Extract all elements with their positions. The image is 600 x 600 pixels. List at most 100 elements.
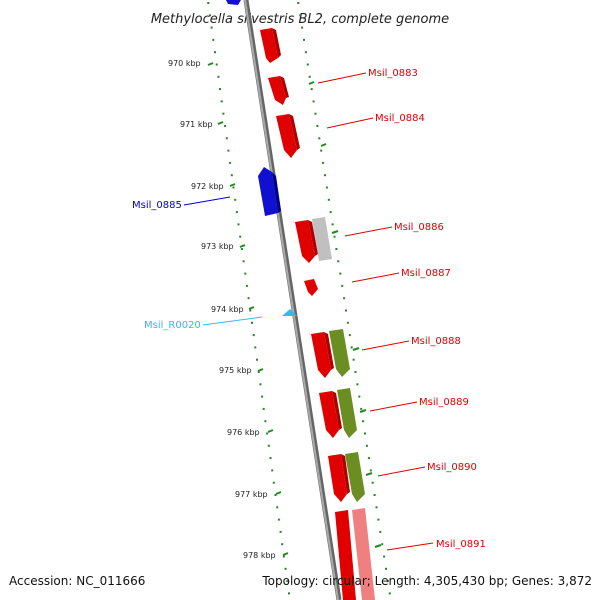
topology-text: Topology: circular; Length: 4,305,430 bp…: [262, 574, 592, 588]
minor-tick-inner: [264, 420, 267, 423]
minor-tick-outer: [383, 555, 386, 558]
minor-tick-outer: [375, 506, 378, 509]
minor-tick-inner: [235, 211, 238, 214]
minor-tick-inner: [214, 51, 216, 54]
minor-tick-inner: [229, 161, 232, 164]
minor-tick-outer: [373, 494, 376, 496]
minor-tick-outer: [345, 309, 347, 312]
gene-arrow-msil-0890[interactable]: [328, 454, 347, 502]
major-tick: [217, 121, 224, 125]
olive-feature: [345, 452, 365, 502]
minor-tick-outer: [379, 530, 382, 533]
gene-arrow-shade: [324, 332, 334, 370]
minor-tick-inner: [215, 63, 218, 66]
major-tick: [365, 472, 373, 476]
minor-tick-outer: [385, 567, 387, 570]
minor-tick-outer: [310, 88, 313, 91]
minor-tick-inner: [279, 530, 282, 533]
rna-feature-msil-r0020[interactable]: [282, 309, 297, 316]
gene-arrow-msil-0889[interactable]: [319, 391, 339, 438]
minor-tick-inner: [288, 592, 290, 595]
minor-tick-outer: [335, 248, 338, 250]
gene-label-msil-0888[interactable]: Msil_0888: [411, 336, 461, 347]
connector-msil-0885: [183, 196, 231, 206]
minor-tick-outer: [343, 297, 346, 300]
minor-tick-outer: [388, 592, 391, 595]
minor-tick-outer: [369, 469, 372, 472]
minor-tick-inner: [245, 284, 248, 287]
tick-marks: 970 kbp 971 kbp 972 kbp 973 kbp 974 kbp …: [168, 59, 382, 560]
label-connectors: [183, 72, 434, 551]
minor-tick-inner: [232, 186, 235, 189]
minor-tick-inner: [240, 248, 243, 250]
map-title: Methylocella silvestris BL2, complete ge…: [151, 12, 449, 27]
pink-feature: [352, 508, 375, 600]
minor-tick-outer: [329, 211, 332, 214]
gene-arrow-msil-0891[interactable]: [335, 510, 356, 600]
minor-tick-outer: [301, 26, 304, 29]
gene-arrow-partial[interactable]: [226, 0, 241, 5]
accession-text: Accession: NC_011666: [9, 574, 146, 588]
gene-arrow-msil-0886[interactable]: [295, 220, 315, 263]
gene-label-msil-r0020[interactable]: Msil_R0020: [144, 320, 201, 331]
minor-tick-inner: [227, 149, 230, 152]
tick-label-973: 973 kbp: [201, 242, 234, 251]
gene-label-msil-0884[interactable]: Msil_0884: [375, 113, 425, 124]
minor-tick-inner: [272, 481, 275, 484]
minor-tick-inner: [207, 2, 210, 4]
connector-msil-r0020: [202, 316, 263, 326]
olive-feature: [329, 329, 350, 377]
minor-tick-outer: [304, 51, 307, 54]
gene-label-msil-0886[interactable]: Msil_0886: [394, 222, 444, 233]
minor-tick-inner: [252, 334, 255, 337]
connector-msil-0887: [351, 272, 400, 283]
minor-tick-inner: [249, 309, 252, 312]
gene-arrow-msil-0883[interactable]: [268, 76, 286, 105]
tick-label-976: 976 kbp: [227, 428, 260, 437]
gray-feature: [312, 217, 332, 261]
major-tick: [248, 306, 255, 310]
major-tick: [229, 183, 236, 187]
minor-tick-inner: [244, 272, 247, 275]
gene-label-msil-0890[interactable]: Msil_0890: [427, 462, 477, 473]
minor-tick-outer: [316, 125, 319, 127]
gene-arrow-msil-0888[interactable]: [311, 332, 331, 378]
minor-tick-outer: [350, 346, 353, 349]
inner-tick-ring: [207, 2, 290, 595]
gene-arrow-msil-0885[interactable]: [258, 167, 278, 216]
minor-tick-outer: [360, 407, 363, 410]
connector-msil-0883: [317, 72, 367, 84]
minor-tick-inner: [269, 457, 272, 460]
gene-arrow-partial[interactable]: [260, 28, 278, 63]
minor-tick-inner: [225, 137, 228, 140]
major-tick: [352, 347, 360, 351]
minor-tick-inner: [247, 297, 250, 300]
minor-tick-outer: [303, 38, 305, 41]
outer-tick-ring: [297, 2, 391, 595]
minor-tick-outer: [299, 14, 302, 17]
gene-label-msil-0887[interactable]: Msil_0887: [401, 268, 451, 279]
minor-tick-outer: [312, 100, 315, 103]
minor-tick-outer: [318, 137, 321, 140]
connector-msil-0889: [369, 401, 418, 412]
minor-tick-inner: [222, 112, 225, 115]
tick-label-970: 970 kbp: [168, 59, 201, 68]
minor-tick-outer: [352, 358, 355, 361]
major-tick: [374, 544, 382, 548]
gene-label-msil-0891[interactable]: Msil_0891: [436, 539, 486, 550]
gene-arrow-shade: [272, 28, 281, 58]
minor-tick-inner: [259, 383, 262, 386]
gene-label-msil-0885[interactable]: Msil_0885: [132, 200, 182, 211]
minor-tick-outer: [341, 284, 344, 287]
major-tick: [257, 368, 264, 372]
gene-arrow-msil-0887[interactable]: [304, 279, 318, 296]
gene-arrow-shade: [341, 454, 350, 494]
minor-tick-inner: [209, 14, 211, 17]
minor-tick-outer: [364, 432, 366, 435]
connector-msil-0891: [386, 542, 434, 551]
gene-label-msil-0883[interactable]: Msil_0883: [368, 68, 418, 79]
gene-arrow-msil-0884[interactable]: [276, 114, 297, 158]
genome-backbone-highlight: [244, 0, 339, 600]
gene-label-msil-0889[interactable]: Msil_0889: [419, 397, 469, 408]
minor-tick-inner: [274, 494, 277, 496]
